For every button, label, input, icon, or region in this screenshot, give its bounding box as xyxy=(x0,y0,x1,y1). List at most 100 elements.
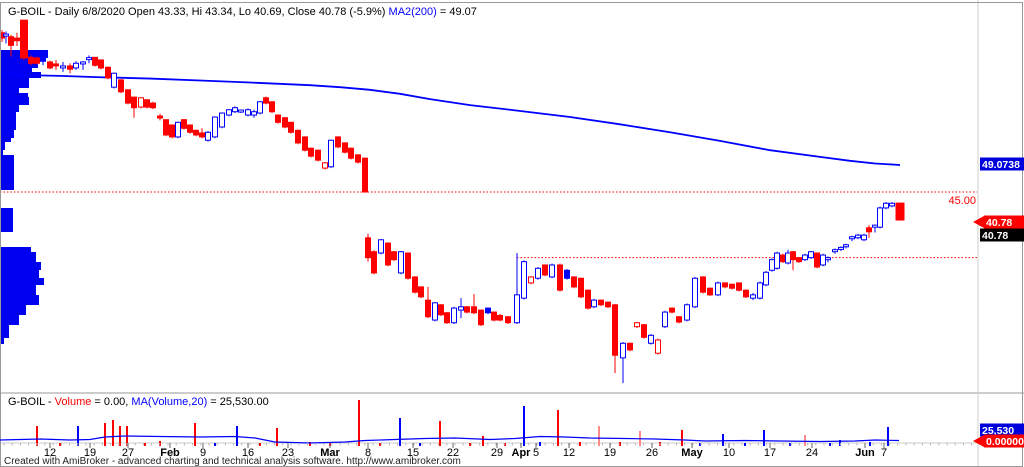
volume-by-price-bar xyxy=(1,112,16,120)
candle-body xyxy=(73,62,79,69)
candle-body xyxy=(385,242,391,266)
volume-bar xyxy=(259,443,261,446)
candle-body xyxy=(348,147,354,159)
candle-body xyxy=(355,154,361,163)
volume-bar xyxy=(419,443,421,446)
volume-bar xyxy=(504,443,506,446)
candle-body xyxy=(391,251,397,261)
volume-title-segment: = 0.00, xyxy=(91,396,132,408)
candle-body xyxy=(251,111,257,116)
price-axis-scale[interactable] xyxy=(978,0,1024,443)
candle-body xyxy=(205,131,211,141)
candle-body xyxy=(418,286,424,298)
candle-body xyxy=(28,56,34,64)
candle-body xyxy=(736,282,742,291)
candle-body xyxy=(144,99,150,108)
volume-by-price-bar xyxy=(1,120,16,130)
candle-body xyxy=(14,37,20,42)
ma200-line xyxy=(0,72,901,166)
candle-body xyxy=(138,97,144,108)
x-axis-label: 5 xyxy=(533,447,539,459)
candle-body xyxy=(362,157,368,193)
candle-body xyxy=(692,277,698,308)
volume-by-price-bar xyxy=(1,247,31,252)
candle-body xyxy=(591,299,597,308)
volume-pane-title: G-BOIL - Volume = 0.00, MA(Volume,20) = … xyxy=(8,396,269,409)
candle-body xyxy=(193,129,199,136)
volume-bar xyxy=(829,443,831,446)
volume-by-price-bar xyxy=(1,68,32,72)
candle-body xyxy=(67,65,73,70)
candle-body xyxy=(20,19,28,59)
x-axis-label: 10 xyxy=(723,447,735,459)
volume-bar xyxy=(36,426,38,446)
candle-body xyxy=(288,121,294,133)
volume-bar xyxy=(399,418,401,446)
volume-by-price-bar xyxy=(1,97,29,105)
candle-body xyxy=(245,109,251,116)
volume-ma-axis-label-text: 25,530 xyxy=(982,425,1014,437)
last-price-axis-label xyxy=(984,215,1024,229)
candle-body xyxy=(47,61,53,69)
volume-by-price-bar xyxy=(1,270,39,278)
candle-body xyxy=(111,72,117,88)
candle-body xyxy=(181,119,187,129)
volume-bar xyxy=(699,443,701,446)
candle-body xyxy=(238,109,244,113)
candle-body xyxy=(60,65,66,69)
candle-body xyxy=(98,59,104,69)
candle-body xyxy=(676,316,682,323)
volume-bar xyxy=(104,423,106,446)
candle-body xyxy=(832,249,838,253)
candle-body xyxy=(774,252,780,269)
volume-bar xyxy=(236,426,238,446)
candle-body xyxy=(750,294,756,299)
volume-bar xyxy=(789,443,791,446)
candle-body xyxy=(521,261,527,299)
candle-body xyxy=(257,101,263,114)
candle-body xyxy=(557,264,563,291)
x-axis-label: 7 xyxy=(881,447,887,459)
candle-body xyxy=(612,304,618,356)
candle-body xyxy=(808,251,814,259)
volume-bar xyxy=(722,434,724,446)
volume-bar xyxy=(59,443,61,446)
candle-body xyxy=(669,307,675,313)
volume-by-price-bar xyxy=(1,150,3,155)
candle-body xyxy=(895,202,905,221)
x-axis-label: 19 xyxy=(84,447,96,459)
volume-by-price-bar xyxy=(1,105,19,112)
volume-by-price-bar xyxy=(1,93,28,97)
candle-body xyxy=(342,142,348,153)
volume-bar xyxy=(379,443,381,446)
date-axis-scale[interactable] xyxy=(0,443,977,457)
price-pane-plot[interactable] xyxy=(0,24,977,392)
volume-bar xyxy=(358,400,360,446)
price-title-segment: = 49.07 xyxy=(436,6,477,18)
candle-body xyxy=(700,276,706,293)
price-line-label: 45.00 xyxy=(948,195,976,207)
x-axis-label: 23 xyxy=(282,447,294,459)
volume-title-segment: MA(Volume,20) xyxy=(131,396,208,408)
volume-by-price-bar xyxy=(1,315,19,325)
candle-body xyxy=(598,299,604,306)
candle-body xyxy=(578,277,584,298)
volume-bar xyxy=(539,442,541,446)
candle-body xyxy=(684,304,690,321)
x-axis-label: 27 xyxy=(122,447,134,459)
status-text: Created with AmiBroker - advanced charti… xyxy=(4,456,461,467)
candle-body xyxy=(729,283,735,289)
x-axis-label: 22 xyxy=(447,447,459,459)
volume-bar xyxy=(144,443,146,446)
volume-by-price-bar xyxy=(1,155,14,190)
candle-body xyxy=(491,311,497,321)
candle-body xyxy=(226,109,232,116)
candle-body xyxy=(315,149,321,161)
cursor-price-axis-label xyxy=(980,228,1024,242)
x-axis-label: May xyxy=(681,447,703,459)
x-axis-label: 24 xyxy=(806,447,818,459)
volume-by-price-bar xyxy=(1,278,44,285)
candle-body xyxy=(212,116,218,138)
price-title-segment: G-BOIL - Daily 6/8/2020 Open 43.33, Hi 4… xyxy=(8,6,389,18)
